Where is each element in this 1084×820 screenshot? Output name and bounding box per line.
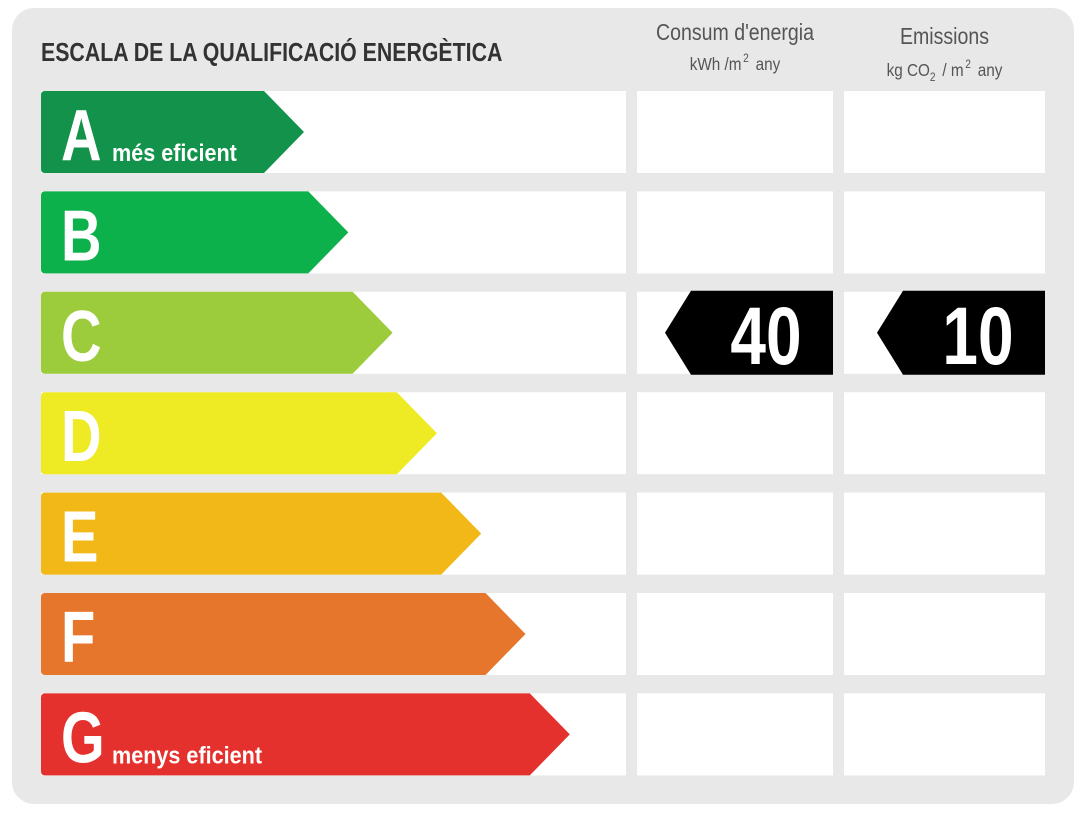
grade-letter: G [61, 698, 105, 778]
cell-background [637, 91, 833, 173]
grade-arrow [41, 291, 393, 374]
rating-value: 10 [942, 289, 1013, 382]
unit-part: / m [942, 60, 963, 80]
title: ESCALA DE LA QUALIFICACIÓ ENERGÈTICA [41, 37, 502, 68]
rating-value: 40 [730, 289, 801, 382]
cell-background [844, 91, 1045, 173]
grade-arrow [41, 91, 304, 173]
grade-letter: C [61, 296, 102, 376]
cell-background [844, 492, 1045, 575]
cell-background [637, 392, 833, 475]
grade-arrow [41, 492, 482, 575]
rating-arrow [877, 290, 1045, 375]
unit-part: any [978, 60, 1003, 80]
unit-part: kg CO [887, 60, 930, 80]
superscript: 2 [965, 58, 971, 71]
grade-letter: B [61, 196, 102, 276]
unit-part: any [756, 54, 781, 74]
cell-background [637, 693, 833, 776]
cell-background [844, 191, 1045, 274]
grade-arrow [41, 693, 570, 776]
grade-note: menys eficient [112, 741, 262, 768]
column-title: Emissions [900, 24, 989, 50]
grade-arrow [41, 593, 526, 675]
grade-arrow [41, 191, 349, 274]
grade-letter: A [61, 95, 102, 175]
unit-part: kWh /m [690, 54, 742, 74]
grade-arrow [41, 392, 437, 475]
rating-arrow [665, 290, 833, 375]
column-unit: kWh /m 2 any [690, 52, 781, 74]
grade-note: més eficient [112, 139, 237, 166]
column-unit: kg CO2/ m 2 any [887, 58, 1003, 84]
cell-background [637, 191, 833, 274]
cell-background [844, 593, 1045, 675]
grade-letter: F [61, 597, 95, 677]
cell-background [637, 593, 833, 675]
cell-background [844, 693, 1045, 776]
cell-background [637, 492, 833, 575]
superscript: 2 [743, 52, 749, 65]
grade-letter: D [61, 397, 102, 477]
subscript: 2 [930, 71, 936, 84]
column-title: Consum d'energia [656, 20, 814, 46]
cell-background [844, 392, 1045, 475]
grade-letter: E [61, 497, 98, 577]
